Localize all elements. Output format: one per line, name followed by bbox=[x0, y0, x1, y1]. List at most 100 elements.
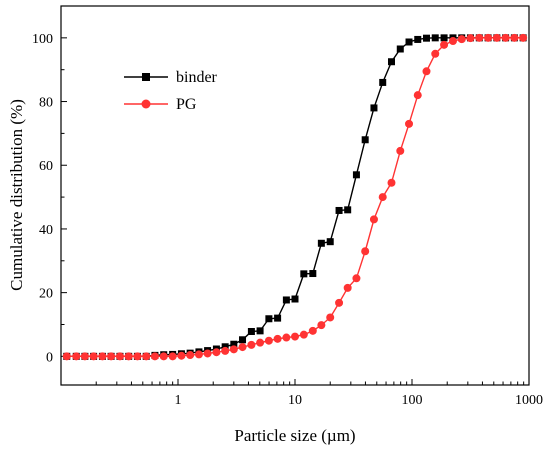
data-point-pg bbox=[177, 351, 186, 360]
data-point-binder bbox=[396, 45, 404, 53]
data-point-pg bbox=[264, 336, 273, 345]
x-tick-label: 100 bbox=[402, 393, 423, 408]
data-point-pg bbox=[212, 348, 221, 357]
data-point-pg bbox=[378, 193, 387, 202]
data-point-binder bbox=[335, 206, 343, 214]
data-point-pg bbox=[238, 343, 247, 352]
data-point-pg bbox=[326, 313, 335, 322]
data-point-pg bbox=[466, 34, 475, 43]
data-point-binder bbox=[414, 35, 422, 43]
data-point-binder bbox=[256, 327, 264, 335]
data-point-pg bbox=[133, 352, 142, 361]
x-tick-label: 1000 bbox=[515, 393, 543, 408]
data-point-pg bbox=[247, 340, 256, 349]
data-point-pg bbox=[80, 352, 89, 361]
data-point-pg bbox=[519, 33, 528, 42]
data-point-pg bbox=[422, 67, 431, 76]
data-point-pg bbox=[98, 352, 107, 361]
data-point-binder bbox=[352, 171, 360, 179]
series-binder bbox=[63, 34, 527, 360]
series-pg bbox=[62, 33, 528, 361]
data-point-pg bbox=[62, 352, 71, 361]
y-tick-label: 100 bbox=[32, 32, 53, 47]
data-point-pg bbox=[413, 91, 422, 100]
data-point-pg bbox=[229, 345, 238, 354]
data-point-binder bbox=[274, 314, 282, 322]
data-point-pg bbox=[396, 146, 405, 155]
data-point-pg bbox=[150, 352, 159, 361]
data-point-binder bbox=[291, 295, 299, 303]
y-tick-label: 60 bbox=[39, 159, 53, 174]
data-point-pg bbox=[273, 334, 282, 343]
data-point-pg bbox=[335, 298, 344, 307]
data-point-pg bbox=[405, 119, 414, 128]
data-point-pg bbox=[361, 247, 370, 256]
data-point-pg bbox=[124, 352, 133, 361]
data-point-pg bbox=[492, 33, 501, 42]
data-point-pg bbox=[194, 350, 203, 359]
data-point-binder bbox=[431, 34, 439, 42]
data-point-binder bbox=[387, 58, 395, 66]
data-point-pg bbox=[448, 37, 457, 46]
data-point-pg bbox=[308, 326, 317, 335]
data-point-pg bbox=[186, 351, 195, 360]
data-point-binder bbox=[221, 343, 229, 351]
legend-label-pg: PG bbox=[176, 96, 197, 113]
data-point-pg bbox=[115, 352, 124, 361]
legend-marker-pg bbox=[141, 99, 151, 109]
y-tick-label: 20 bbox=[39, 287, 53, 302]
data-point-pg bbox=[168, 352, 177, 361]
data-point-pg bbox=[501, 33, 510, 42]
data-point-pg bbox=[317, 321, 326, 330]
data-point-binder bbox=[440, 34, 448, 42]
legend-label-binder: binder bbox=[176, 69, 218, 86]
data-point-pg bbox=[291, 332, 299, 341]
x-tick-label: 10 bbox=[288, 393, 302, 408]
data-point-pg bbox=[282, 333, 291, 342]
data-point-pg bbox=[352, 274, 361, 283]
data-point-binder bbox=[361, 136, 369, 144]
data-point-pg bbox=[484, 33, 493, 42]
data-point-pg bbox=[369, 215, 378, 224]
data-point-binder bbox=[300, 270, 308, 278]
series-line-binder bbox=[66, 37, 524, 358]
data-point-pg bbox=[142, 352, 151, 361]
y-tick-label: 0 bbox=[46, 350, 53, 365]
data-point-pg bbox=[256, 338, 265, 347]
data-point-pg bbox=[89, 352, 98, 361]
axis-ticks: 1 10 100 1000 0 20 40 60 80 100 bbox=[32, 32, 543, 408]
data-point-pg bbox=[159, 352, 168, 361]
plot-frame bbox=[60, 5, 530, 386]
data-point-pg bbox=[440, 40, 449, 49]
series-layer bbox=[62, 33, 528, 361]
series-line-pg bbox=[66, 37, 524, 358]
x-axis-title: Particle size (µm) bbox=[234, 426, 355, 445]
data-point-binder bbox=[247, 327, 255, 335]
data-point-pg bbox=[299, 330, 308, 339]
data-point-pg bbox=[221, 346, 230, 355]
data-point-binder bbox=[370, 104, 378, 112]
x-tick-label: 1 bbox=[175, 393, 182, 408]
data-point-binder bbox=[230, 340, 238, 348]
data-point-pg bbox=[387, 178, 396, 187]
y-tick-label: 40 bbox=[39, 223, 53, 238]
data-point-pg bbox=[343, 283, 352, 292]
data-point-pg bbox=[457, 35, 466, 44]
data-point-pg bbox=[203, 349, 212, 358]
data-point-binder bbox=[265, 315, 273, 323]
data-point-binder bbox=[326, 238, 334, 246]
data-point-binder bbox=[317, 239, 325, 247]
data-point-pg bbox=[510, 33, 519, 42]
data-point-binder bbox=[239, 336, 247, 344]
data-point-binder bbox=[422, 34, 430, 42]
y-tick-label: 80 bbox=[39, 96, 53, 111]
data-point-binder bbox=[344, 206, 352, 214]
data-point-pg bbox=[72, 352, 81, 361]
data-point-binder bbox=[405, 38, 413, 46]
legend-marker-binder bbox=[142, 73, 150, 81]
data-point-binder bbox=[379, 78, 387, 86]
legend: binder PG bbox=[124, 69, 218, 113]
data-point-pg bbox=[475, 33, 484, 42]
